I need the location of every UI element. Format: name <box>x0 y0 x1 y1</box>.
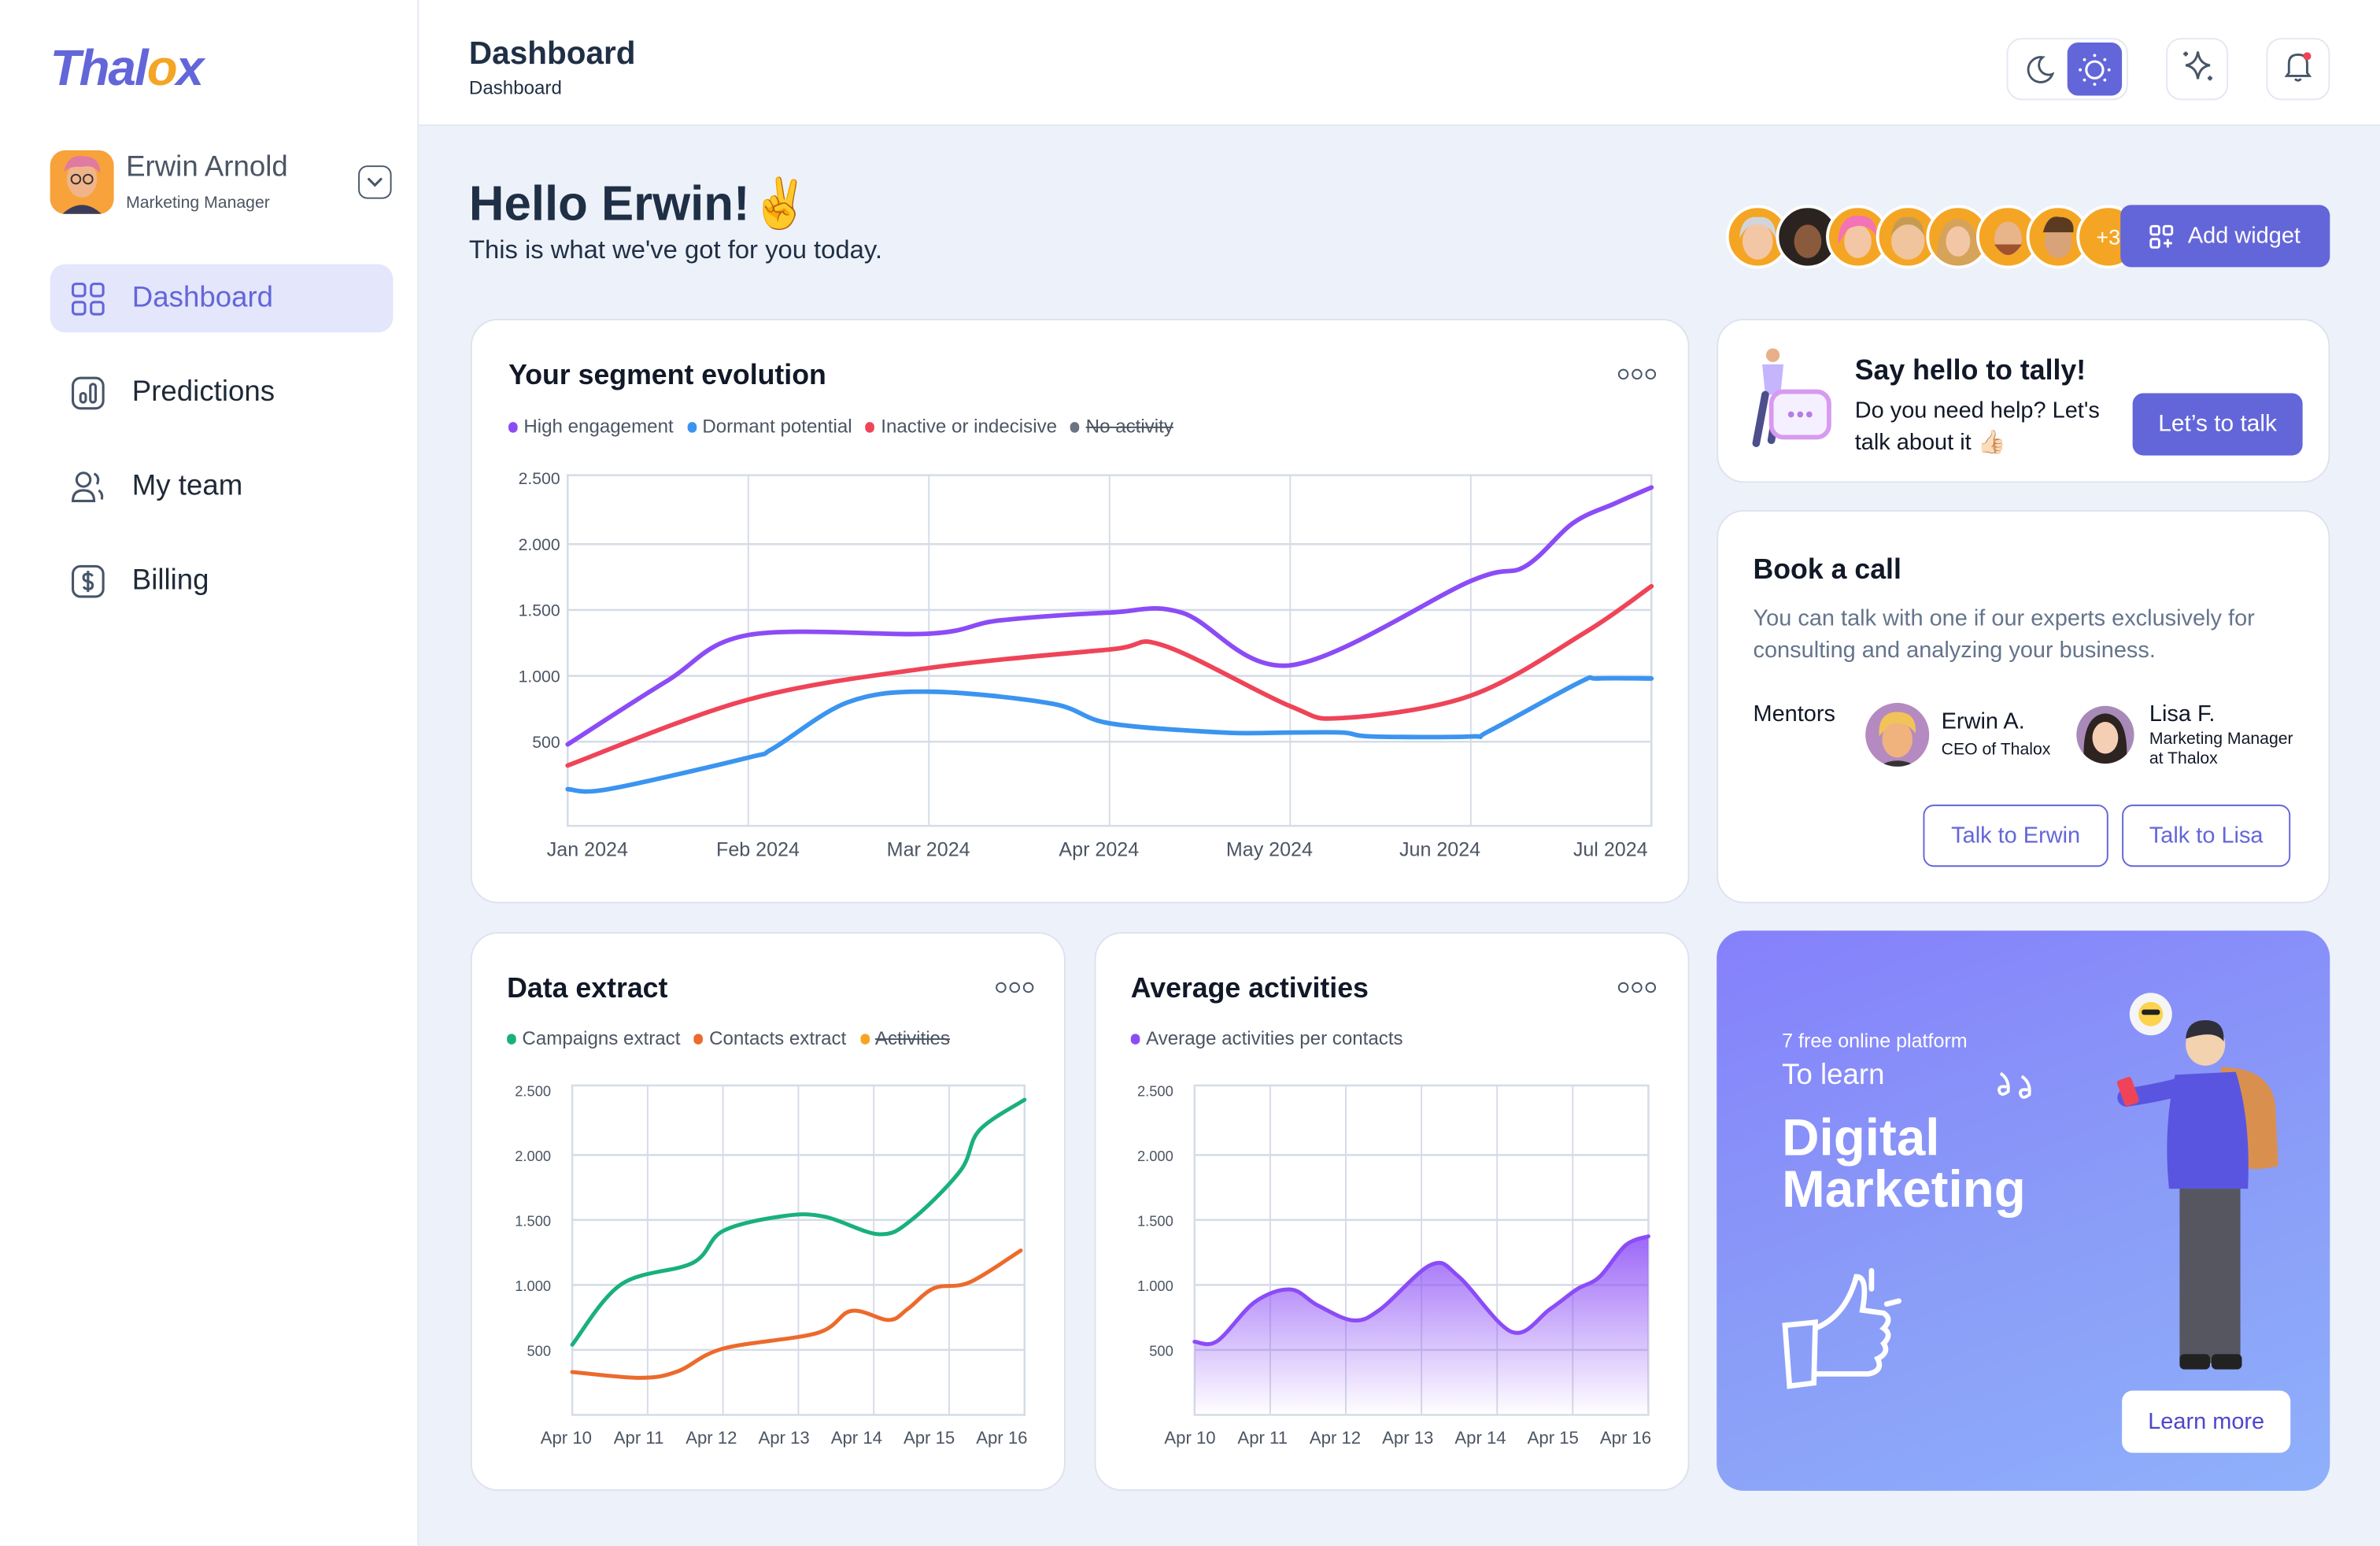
sidebar-item-label: Dashboard <box>131 281 274 314</box>
logo[interactable]: Thalox <box>50 39 205 96</box>
data-extract-title: Data extract <box>507 971 668 1004</box>
learn-more-button[interactable]: Learn more <box>2122 1390 2291 1453</box>
promo-lead: To learn <box>1782 1060 1885 1092</box>
user-menu-chevron-down-icon[interactable] <box>358 165 392 199</box>
user-role: Marketing Manager <box>126 194 270 213</box>
segment-evolution-card <box>470 318 1690 904</box>
add-widget-icon <box>2150 224 2175 248</box>
legend-item-hidden[interactable]: No activity <box>1070 416 1173 437</box>
moon-icon[interactable] <box>2012 43 2066 95</box>
bell-icon <box>2280 47 2316 91</box>
promo-kicker: 7 free online platform <box>1782 1029 1968 1052</box>
legend-item[interactable]: Campaigns extract <box>507 1028 680 1049</box>
sidebar-item-label: Billing <box>131 564 209 596</box>
book-call-description: You can talk with one if our experts exc… <box>1753 605 2255 664</box>
data-extract-card <box>470 932 1066 1491</box>
book-call-title: Book a call <box>1753 552 1901 585</box>
promo-headline: Digital Marketing <box>1782 1109 2026 1219</box>
team-avatars[interactable]: +3 <box>1725 205 2141 269</box>
more-dots-icon[interactable] <box>996 982 1034 993</box>
mentor-avatar-erwin <box>1865 702 1930 767</box>
tally-title: Say hello to tally! <box>1854 353 2086 386</box>
segment-legend: High engagement Dormant potential Inacti… <box>508 416 1173 437</box>
segment-card-title: Your segment evolution <box>508 358 826 390</box>
mentors-label: Mentors <box>1753 701 1836 727</box>
legend-item[interactable]: High engagement <box>508 416 674 437</box>
bar-chart-icon <box>70 374 106 410</box>
more-dots-icon[interactable] <box>1617 982 1657 993</box>
average-activities-card <box>1094 932 1690 1491</box>
mentor-avatar-lisa <box>2076 705 2134 764</box>
user-avatar[interactable] <box>50 150 114 214</box>
mentor-role: Marketing Manager at Thalox <box>2149 730 2293 768</box>
ai-sparkle-button[interactable] <box>2166 38 2229 101</box>
sidebar-item-label: Predictions <box>131 375 275 408</box>
greeting-subtitle: This is what we've got for you today. <box>468 235 882 264</box>
average-activities-legend: Average activities per contacts <box>1130 1028 1403 1049</box>
sun-icon[interactable] <box>2066 42 2123 96</box>
sidebar-item-label: My team <box>131 469 243 502</box>
legend-item[interactable]: Inactive or indecisive <box>865 416 1057 437</box>
mentor-role: CEO of Thalox <box>1941 741 2051 760</box>
thumbs-up-icon <box>1777 1264 1914 1408</box>
dollar-icon <box>70 563 106 599</box>
quote-marks-icon <box>1994 1067 2040 1111</box>
page-title: Dashboard <box>468 36 636 72</box>
talk-to-lisa-button[interactable]: Talk to Lisa <box>2122 804 2291 867</box>
more-dots-icon[interactable] <box>1617 368 1657 380</box>
promo-person-illustration <box>2096 984 2301 1386</box>
tally-illustration <box>1738 343 1836 460</box>
add-widget-label: Add widget <box>2187 223 2301 250</box>
sidebar <box>0 0 419 1546</box>
grid-icon <box>70 280 106 316</box>
legend-item[interactable]: Average activities per contacts <box>1130 1028 1403 1049</box>
mentor-name: Lisa F. <box>2149 701 2216 727</box>
lets-talk-button[interactable]: Let’s to talk <box>2132 393 2303 456</box>
legend-item[interactable]: Dormant potential <box>687 416 852 437</box>
sidebar-item-predictions[interactable]: Predictions <box>50 358 394 427</box>
breadcrumb[interactable]: Dashboard <box>468 77 562 99</box>
sidebar-item-billing[interactable]: Billing <box>50 546 394 615</box>
average-activities-title: Average activities <box>1130 971 1369 1004</box>
add-widget-button[interactable]: Add widget <box>2120 205 2330 268</box>
mentor-name: Erwin A. <box>1941 708 2025 735</box>
greeting-title: Hello Erwin!✌️ <box>468 176 811 231</box>
legend-item-hidden[interactable]: Activities <box>859 1028 950 1049</box>
theme-toggle[interactable] <box>2006 38 2128 101</box>
tally-text: Do you need help? Let's talk about it 👍🏻 <box>1854 398 2100 456</box>
sparkle-icon <box>2179 47 2215 91</box>
users-icon <box>70 468 106 505</box>
talk-to-erwin-button[interactable]: Talk to Erwin <box>1923 804 2108 867</box>
sidebar-item-dashboard[interactable]: Dashboard <box>50 264 394 333</box>
data-extract-legend: Campaigns extract Contacts extract Activ… <box>507 1028 950 1049</box>
legend-item[interactable]: Contacts extract <box>693 1028 846 1049</box>
promo-card: 7 free online platform To learn Digital … <box>1717 930 2330 1491</box>
sidebar-item-my-team[interactable]: My team <box>50 453 394 521</box>
notifications-button[interactable] <box>2266 38 2330 101</box>
user-name: Erwin Arnold <box>126 151 288 184</box>
